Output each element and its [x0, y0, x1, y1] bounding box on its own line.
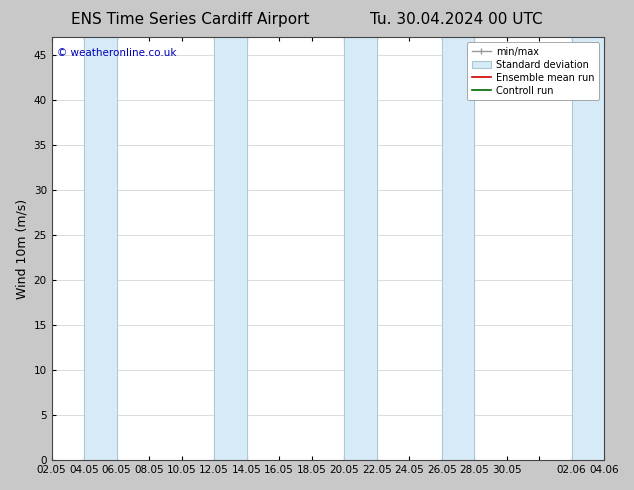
Legend: min/max, Standard deviation, Ensemble mean run, Controll run: min/max, Standard deviation, Ensemble me…	[467, 42, 599, 100]
Bar	[344, 37, 377, 460]
Y-axis label: Wind 10m (m/s): Wind 10m (m/s)	[15, 198, 28, 299]
Bar	[442, 37, 474, 460]
Bar	[84, 37, 117, 460]
Text: Tu. 30.04.2024 00 UTC: Tu. 30.04.2024 00 UTC	[370, 12, 543, 27]
Text: © weatheronline.co.uk: © weatheronline.co.uk	[57, 48, 177, 58]
Bar	[572, 37, 604, 460]
Bar	[214, 37, 247, 460]
Text: ENS Time Series Cardiff Airport: ENS Time Series Cardiff Airport	[71, 12, 309, 27]
